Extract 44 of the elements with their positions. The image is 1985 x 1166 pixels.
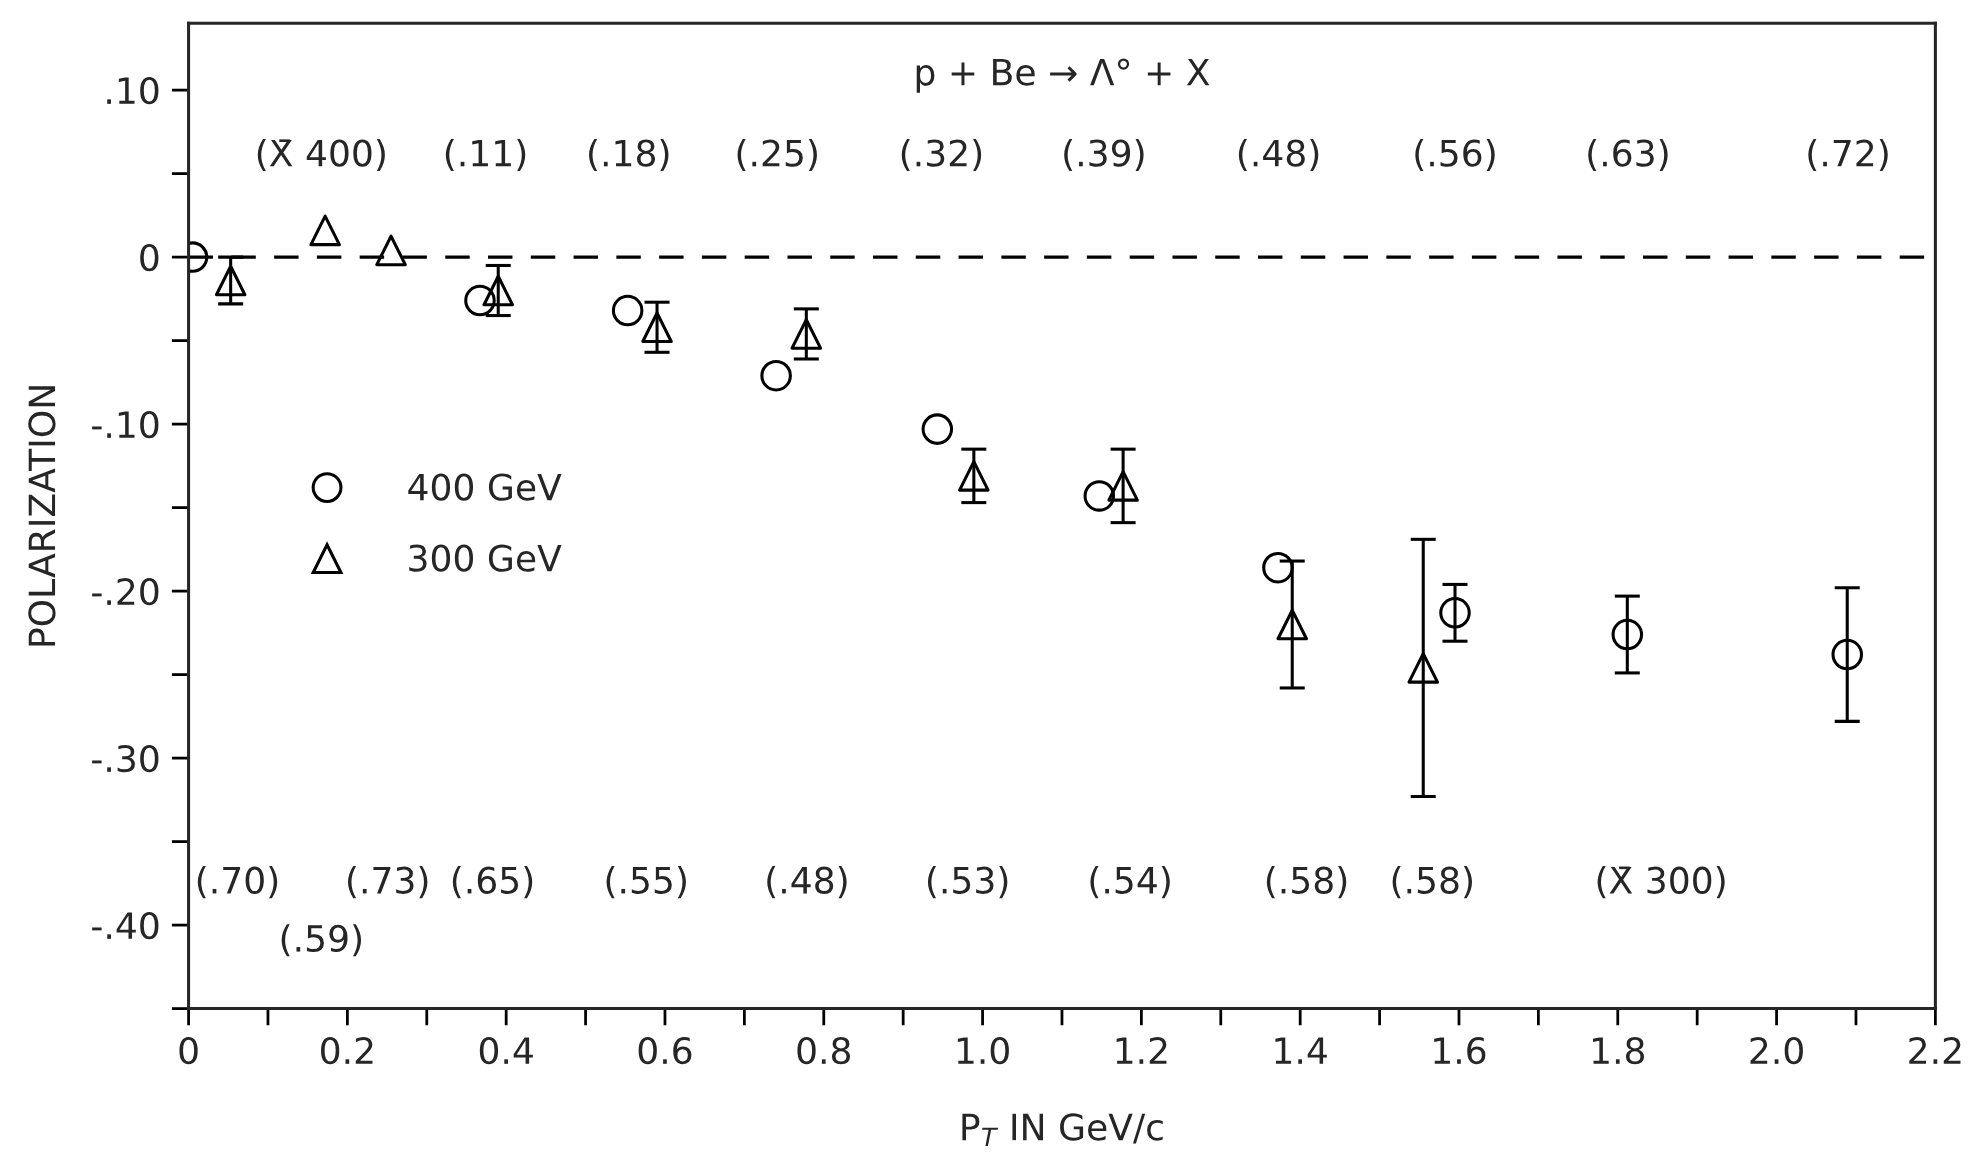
annotation: (X̄ 300) [1597, 866, 1725, 899]
annotation: (.32) [901, 138, 982, 172]
annotation: (.48) [767, 866, 847, 899]
annotation: (.25) [737, 138, 817, 172]
annotation: (.58) [1266, 866, 1347, 899]
annotation: (.58) [1392, 866, 1472, 899]
y-axis-title: POLARIZATION [28, 386, 56, 646]
x-tick-label: 0.8 [797, 1037, 851, 1065]
y-tick-label: .10 [107, 77, 159, 105]
x-tick-label: 2.0 [1750, 1037, 1803, 1065]
annotation: (.39) [1064, 138, 1144, 172]
x-tick-label: 1.4 [1275, 1037, 1327, 1064]
x-axis-title: P$_{T}$ IN GeV/c [962, 1113, 1163, 1147]
x-tick-label: 0 [179, 1037, 198, 1065]
annotation: (.59) [281, 924, 362, 957]
annotation: (.55) [606, 866, 686, 899]
annotation: (.56) [1415, 138, 1495, 172]
x-tick-label: 2.2 [1909, 1037, 1961, 1064]
text: p + Be → Λ° + X [916, 58, 1210, 93]
x-tick-label: 0.4 [479, 1037, 533, 1065]
y-tick-label: -.40 [92, 912, 159, 940]
x-tick-label: 0.2 [321, 1037, 373, 1065]
x-tick-label: 0.6 [638, 1037, 692, 1065]
x-tick-label: 1.8 [1593, 1037, 1645, 1065]
legend-label: 300 GeV [409, 544, 562, 572]
x-tick-label: 1.0 [957, 1037, 1009, 1065]
annotation: (.65) [452, 866, 533, 899]
x-tick-label: 1.2 [1116, 1037, 1167, 1064]
y-tick-label: -.20 [92, 578, 159, 606]
annotation: (.63) [1588, 138, 1668, 172]
x-tick-label: 1.6 [1434, 1037, 1486, 1065]
annotation: (.54) [1090, 866, 1170, 899]
annotation: (.48) [1238, 138, 1319, 172]
annotation: (.73) [348, 866, 428, 899]
annotation: (.18) [589, 138, 669, 172]
annotation: (.11) [445, 138, 526, 172]
annotation: (X̄ 400) [257, 138, 385, 172]
annotation: (.53) [927, 866, 1008, 899]
y-tick-label: -.30 [92, 745, 159, 773]
y-tick-label: -.10 [92, 411, 159, 439]
y-tick-label: 0 [140, 244, 159, 272]
annotation: (.72) [1808, 138, 1888, 172]
annotation: (.70) [197, 866, 278, 899]
legend-label: 400 GeV [408, 473, 562, 501]
